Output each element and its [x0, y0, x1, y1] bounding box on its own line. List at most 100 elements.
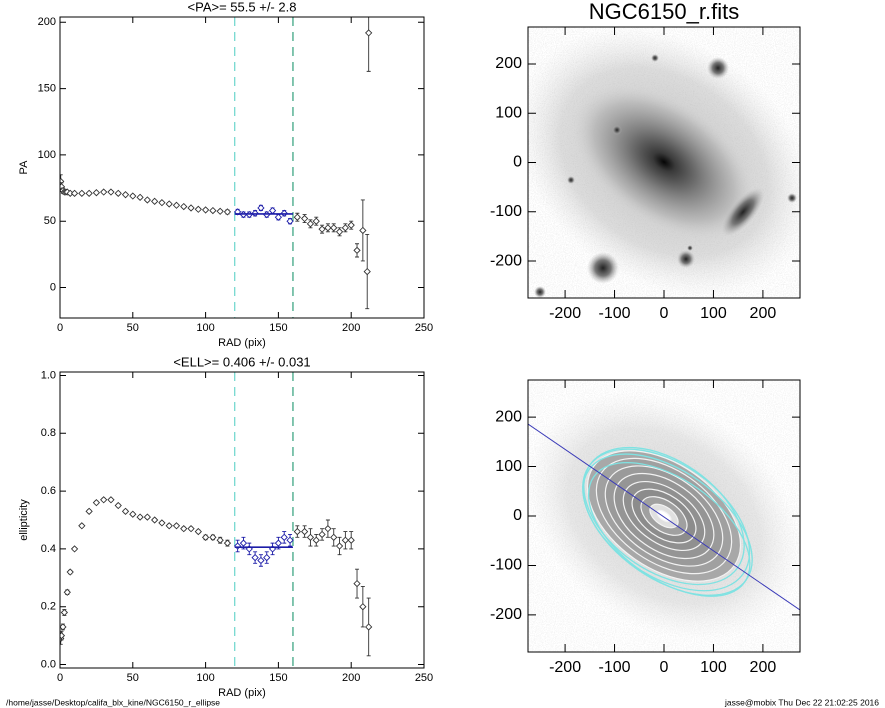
data-point	[172, 522, 181, 530]
data-point	[233, 542, 242, 550]
x-tick-label: 200	[750, 305, 777, 322]
data-point	[63, 588, 71, 596]
data-point	[158, 199, 166, 207]
plot-frame	[59, 16, 425, 319]
y-tick-label: 0.6	[41, 485, 56, 497]
x-tick-label: 150	[269, 672, 287, 684]
x-tick-label: 50	[127, 322, 139, 334]
y-tick-label: 0.4	[41, 543, 56, 555]
plot-area	[60, 372, 373, 668]
data-point	[335, 542, 344, 550]
y-tick-label: -200	[490, 252, 522, 269]
x-tick-label: 0	[57, 672, 63, 684]
data-point	[280, 533, 288, 541]
data-point	[114, 189, 122, 197]
data-point	[359, 603, 367, 611]
data-point	[318, 225, 326, 233]
y-tick-label: 200	[495, 55, 522, 72]
plot-area	[60, 17, 373, 318]
y-tick-label: 50	[44, 215, 56, 227]
data-point	[293, 213, 301, 221]
y-tick-label: -100	[490, 557, 522, 574]
data-point	[216, 536, 224, 544]
data-point	[306, 220, 315, 228]
y-tick-label: -100	[490, 203, 522, 220]
data-point	[60, 608, 69, 617]
data-point	[239, 539, 248, 547]
data-point	[223, 539, 232, 547]
data-point	[363, 267, 371, 276]
y-tick-label: 0.8	[41, 427, 56, 439]
data-point	[187, 525, 195, 533]
data-point	[353, 579, 361, 588]
data-point	[107, 496, 115, 504]
y-tick-label: 0	[50, 281, 56, 293]
plot-title: <ELL>= 0.406 +/- 0.031	[173, 354, 310, 369]
x-axis-label: RAD (pix)	[218, 337, 266, 349]
data-point	[347, 536, 355, 544]
data-point	[70, 545, 79, 553]
data-point	[187, 204, 195, 212]
data-point	[180, 202, 188, 211]
data-point	[165, 522, 173, 530]
data-point	[324, 224, 332, 232]
data-point	[365, 29, 373, 37]
data-point	[100, 188, 108, 196]
x-tick-label: 100	[196, 672, 214, 684]
data-point	[143, 513, 151, 521]
data-point	[121, 191, 130, 199]
x-tick-label: 0	[660, 305, 669, 322]
data-point	[107, 188, 115, 196]
data-point	[300, 214, 309, 223]
contour-image	[528, 380, 800, 652]
data-point	[194, 527, 202, 536]
data-point	[223, 208, 232, 216]
data-point	[257, 204, 265, 212]
data-point	[251, 553, 259, 562]
plot-frame	[59, 371, 425, 669]
data-point	[233, 208, 242, 216]
data-point	[78, 522, 86, 530]
data-point	[335, 228, 344, 236]
y-tick-label: -200	[490, 606, 522, 623]
data-point	[257, 556, 265, 565]
data-point	[286, 536, 294, 544]
x-tick-label: 250	[415, 672, 433, 684]
x-tick-label: 150	[269, 322, 287, 334]
y-tick-label: 1.0	[41, 369, 56, 381]
image-title: NGC6150_r.fits	[589, 0, 739, 24]
data-point	[201, 206, 210, 214]
data-point	[143, 196, 151, 204]
data-point	[180, 525, 188, 533]
data-point	[92, 499, 101, 507]
y-tick-label: 0.0	[41, 658, 56, 670]
data-point	[341, 536, 350, 544]
data-point	[151, 197, 159, 205]
data-point	[300, 527, 309, 536]
data-point	[60, 631, 66, 640]
data-point	[136, 513, 144, 521]
data-point	[129, 192, 137, 200]
data-point	[359, 226, 367, 235]
data-point	[121, 507, 130, 515]
data-point	[60, 623, 67, 631]
data-point	[324, 525, 332, 533]
footer-path: /home/jasse/Desktop/califa_blx_kine/NGC6…	[6, 697, 220, 707]
plot-title: <PA>= 55.5 +/- 2.8	[188, 0, 297, 14]
x-tick-label: 200	[342, 322, 360, 334]
data-point	[92, 189, 101, 197]
data-point	[100, 496, 108, 504]
data-point	[312, 217, 320, 225]
data-point	[114, 501, 122, 510]
x-axis-label: RAD (pix)	[218, 687, 266, 699]
x-tick-label: 250	[415, 322, 433, 334]
data-point	[268, 206, 277, 215]
data-point	[85, 189, 93, 197]
footer-stamp: jasse@mobix Thu Dec 22 21:02:25 2016	[724, 697, 879, 707]
x-tick-label: 0	[660, 659, 669, 676]
data-point	[129, 510, 137, 518]
y-tick-label: 100	[38, 149, 56, 161]
y-tick-label: 0	[513, 154, 522, 171]
data-point	[312, 536, 320, 544]
